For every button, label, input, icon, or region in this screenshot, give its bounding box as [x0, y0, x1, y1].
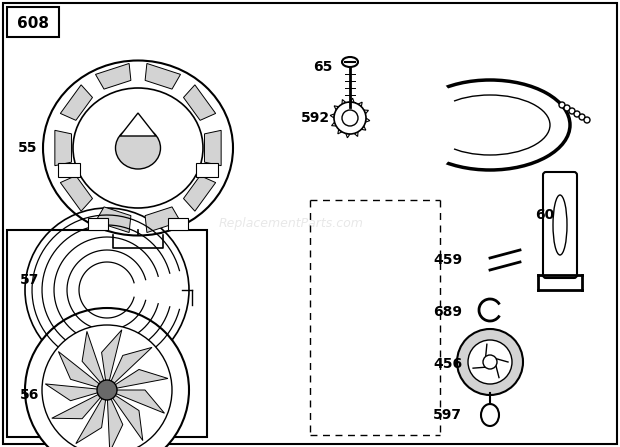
- Polygon shape: [55, 131, 71, 166]
- Circle shape: [25, 308, 189, 447]
- Circle shape: [574, 111, 580, 117]
- Bar: [168, 218, 188, 230]
- Circle shape: [468, 340, 512, 384]
- Circle shape: [579, 114, 585, 120]
- Polygon shape: [113, 370, 168, 388]
- Circle shape: [584, 117, 590, 123]
- Polygon shape: [58, 351, 100, 388]
- Ellipse shape: [407, 79, 457, 171]
- Polygon shape: [95, 207, 131, 232]
- Text: 592: 592: [301, 111, 330, 125]
- Polygon shape: [95, 63, 131, 89]
- Text: 58: 58: [435, 105, 455, 119]
- Text: 597: 597: [433, 408, 462, 422]
- Polygon shape: [205, 131, 221, 166]
- Circle shape: [483, 355, 497, 369]
- Ellipse shape: [43, 60, 233, 236]
- Text: 60: 60: [535, 208, 554, 222]
- Bar: [196, 163, 218, 177]
- Polygon shape: [60, 85, 92, 120]
- Polygon shape: [334, 106, 339, 110]
- Polygon shape: [346, 134, 350, 138]
- Polygon shape: [354, 132, 358, 136]
- Polygon shape: [52, 394, 102, 419]
- Text: 456: 456: [433, 357, 462, 371]
- Circle shape: [569, 108, 575, 114]
- Polygon shape: [342, 100, 346, 104]
- Polygon shape: [330, 114, 335, 118]
- Ellipse shape: [342, 57, 358, 67]
- Bar: [58, 163, 80, 177]
- Ellipse shape: [73, 88, 203, 208]
- Polygon shape: [184, 176, 216, 211]
- Text: 689: 689: [433, 305, 462, 319]
- Bar: [88, 218, 108, 230]
- Polygon shape: [338, 129, 342, 134]
- Polygon shape: [184, 85, 216, 120]
- Polygon shape: [365, 118, 370, 122]
- Circle shape: [97, 380, 117, 400]
- Polygon shape: [102, 330, 122, 382]
- Polygon shape: [120, 113, 156, 136]
- Ellipse shape: [430, 95, 550, 155]
- Text: 608: 608: [17, 16, 49, 30]
- Polygon shape: [145, 63, 180, 89]
- Polygon shape: [110, 347, 152, 384]
- FancyBboxPatch shape: [543, 172, 577, 278]
- Polygon shape: [350, 98, 354, 102]
- Polygon shape: [361, 126, 366, 130]
- Ellipse shape: [410, 80, 570, 170]
- Text: 65: 65: [314, 60, 333, 74]
- Polygon shape: [45, 384, 99, 401]
- Polygon shape: [112, 394, 143, 441]
- Circle shape: [564, 105, 570, 111]
- Text: 56: 56: [20, 388, 40, 402]
- Polygon shape: [76, 397, 106, 443]
- Bar: [7, 230, 207, 437]
- Circle shape: [559, 102, 565, 108]
- Polygon shape: [145, 207, 180, 232]
- Text: 57: 57: [20, 273, 40, 287]
- Circle shape: [42, 325, 172, 447]
- Ellipse shape: [481, 404, 499, 426]
- Bar: [7, 7, 59, 37]
- Text: 55: 55: [18, 141, 37, 155]
- Circle shape: [342, 110, 358, 126]
- Text: 459: 459: [433, 253, 462, 267]
- Circle shape: [457, 329, 523, 395]
- Ellipse shape: [553, 195, 567, 255]
- Polygon shape: [358, 102, 362, 107]
- Polygon shape: [60, 176, 92, 211]
- Ellipse shape: [115, 127, 161, 169]
- Polygon shape: [107, 397, 123, 447]
- Polygon shape: [82, 331, 104, 384]
- Text: ReplacementParts.com: ReplacementParts.com: [219, 217, 364, 230]
- Polygon shape: [115, 390, 164, 413]
- Polygon shape: [332, 122, 336, 126]
- Polygon shape: [364, 110, 368, 114]
- Circle shape: [334, 102, 366, 134]
